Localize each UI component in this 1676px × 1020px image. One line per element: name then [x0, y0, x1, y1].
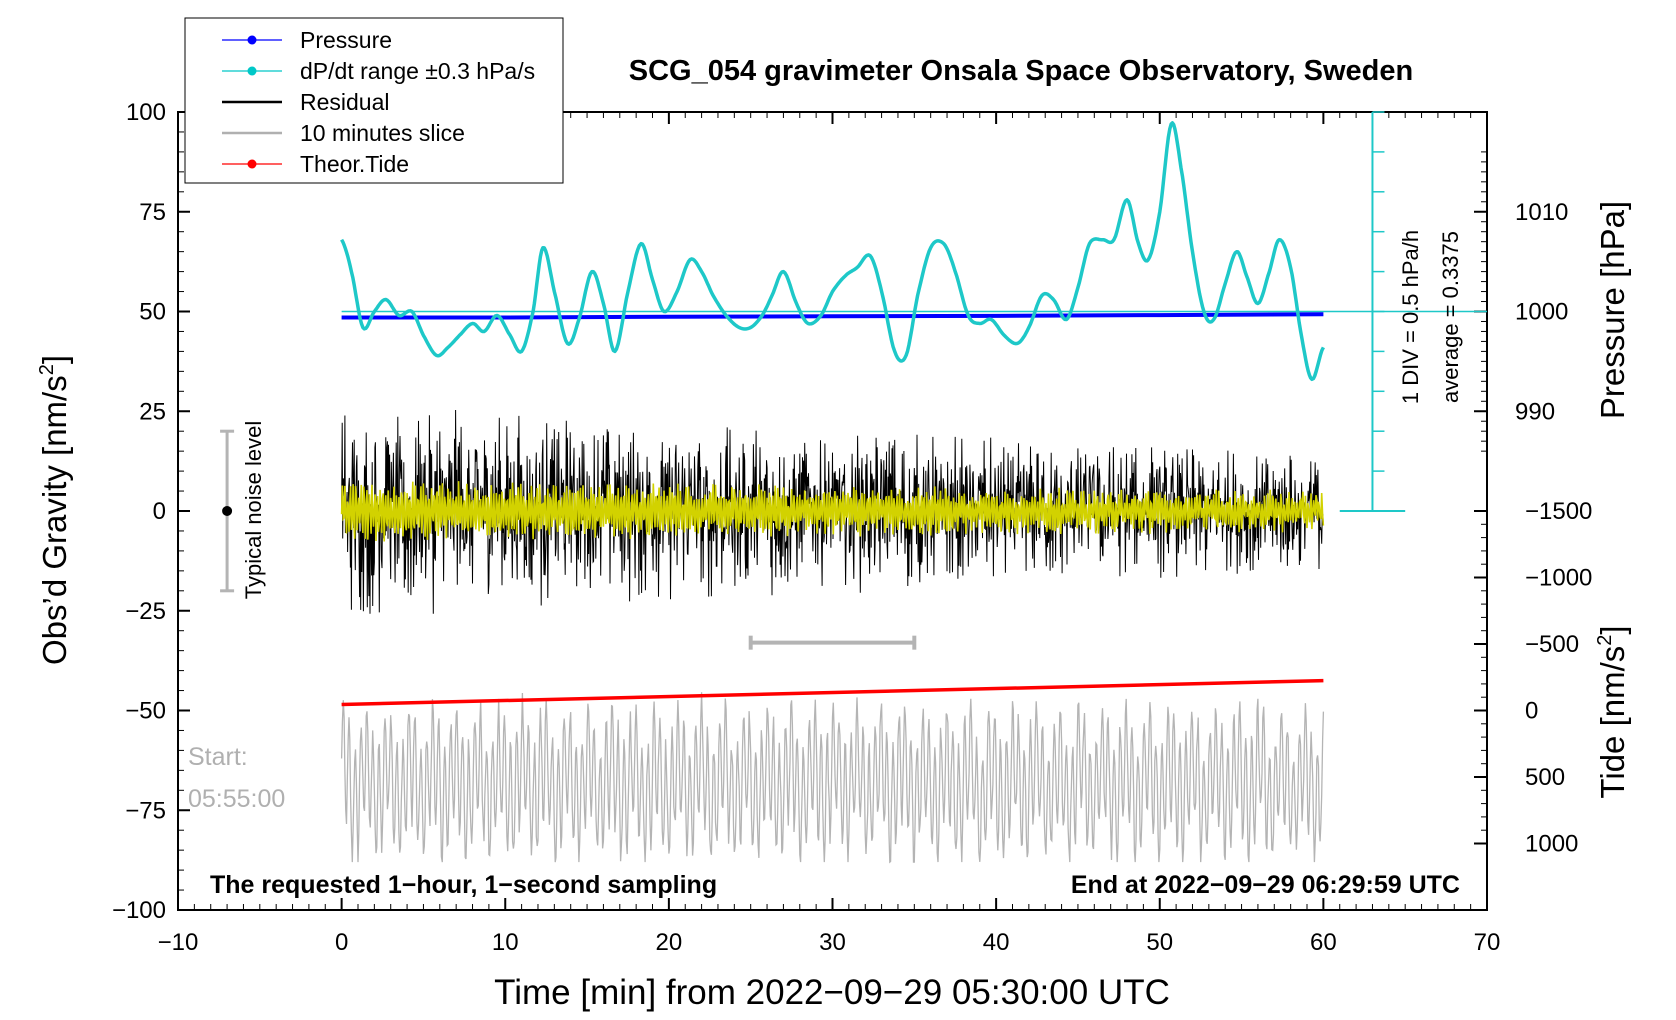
- x-tick-label: 70: [1474, 929, 1501, 956]
- y-axis-left: 100 75 50 25 0 −25 −50 −75 −100: [112, 99, 190, 924]
- pressure-tick-label: 1010: [1515, 199, 1568, 226]
- x-axis-label: Time [min] from 2022−09−29 05:30:00 UTC: [494, 973, 1170, 1012]
- legend: Pressure dP/dt range ±0.3 hPa/s Residual 10…: [184, 17, 564, 184]
- x-tick-label: 40: [983, 929, 1010, 956]
- pressure-tick-label: 1000: [1515, 299, 1568, 326]
- y-axis-left-label-sup: 2: [36, 364, 58, 375]
- x-axis: −10 0 10 20 30 40 50 60 70: [158, 112, 1501, 956]
- legend-marker: [247, 159, 257, 169]
- y-tick-label: −75: [125, 797, 166, 824]
- tide-axis: 1000 500 0 −500 −1000 −1500: [1474, 498, 1592, 858]
- tide-axis-label: Tide [nm/s2]: [1594, 625, 1631, 798]
- tide-axis-label-end: ]: [1594, 625, 1631, 634]
- start-time: 05:55:00: [188, 785, 285, 813]
- residual-line: [341, 409, 1324, 614]
- bottom-left-note: The requested 1−hour, 1−second sampling: [210, 871, 717, 899]
- legend-label: Theor.Tide: [300, 151, 409, 177]
- y-axis-left-label: Obs’d Gravity [nm/s2]: [36, 355, 73, 665]
- legend-marker: [247, 66, 257, 76]
- series-residual: [341, 409, 1324, 614]
- y-axis-left-label-end: ]: [36, 355, 73, 364]
- average-label: average = 0.3375: [1438, 231, 1463, 403]
- tide-tick-label: 0: [1525, 698, 1538, 725]
- y-tick-label: 100: [126, 99, 166, 126]
- series-dpdt: [340, 121, 1325, 382]
- legend-label: dP/dt range ±0.3 hPa/s: [300, 58, 535, 84]
- y-tick-label: 75: [139, 199, 166, 226]
- slice-bracket: [748, 635, 917, 650]
- x-tick-label: 50: [1146, 929, 1173, 956]
- series-10-minutes-slice: [340, 692, 1325, 864]
- x-tick-label: 0: [335, 929, 348, 956]
- tide-tick-label: −500: [1525, 631, 1579, 658]
- legend-label: 10 minutes slice: [300, 120, 465, 146]
- start-label: Start:: [188, 743, 248, 771]
- tide-axis-label-sup: 2: [1594, 635, 1616, 646]
- tide-tick-label: −1500: [1525, 498, 1592, 525]
- y-tick-label: 0: [153, 498, 166, 525]
- plot-area: −10 0 10 20 30 40 50 60 70 1007550250−25−50−75−1…: [112, 99, 1592, 956]
- bottom-right-note: End at 2022−09−29 06:29:59 UTC: [1071, 871, 1460, 899]
- y-tick-label: −25: [125, 598, 166, 625]
- y-tick-label: 25: [139, 398, 166, 425]
- legend-marker: [247, 35, 257, 45]
- tide-tick-label: −1000: [1525, 565, 1592, 592]
- legend-entries: Pressure dP/dt range ±0.3 hPa/s Residual 10…: [222, 27, 535, 177]
- chart-title: SCG_054 gravimeter Onsala Space Observat…: [629, 55, 1413, 87]
- div-label: 1 DIV = 0.5 hPa/h: [1398, 230, 1423, 404]
- x-tick-label: 30: [819, 929, 846, 956]
- x-tick-label: 60: [1310, 929, 1337, 956]
- tide-tick-label: 500: [1525, 764, 1565, 791]
- legend-label: Pressure: [300, 27, 392, 53]
- legend-box: [184, 17, 564, 184]
- residual-filtered-line: [340, 481, 1325, 542]
- legend-label: Residual: [300, 89, 390, 115]
- series-residual-filtered: [340, 481, 1325, 542]
- x-tick-label: −10: [158, 929, 199, 956]
- noise-center-dot: [222, 506, 233, 516]
- x-tick-label: 20: [656, 929, 683, 956]
- x-tick-label: 10: [492, 929, 519, 956]
- noise-indicator: [220, 429, 235, 593]
- gray-slice-line: [340, 692, 1325, 864]
- series-pressure: [341, 312, 1324, 320]
- y-axis-left-label-main: Obs’d Gravity [nm/s: [36, 375, 73, 665]
- series-theor-tide: [341, 678, 1324, 707]
- pressure-tick-label: 990: [1515, 398, 1555, 425]
- tide-axis-label-main: Tide [nm/s: [1594, 646, 1631, 799]
- pressure-line: [341, 312, 1324, 320]
- dpdt-line: [340, 121, 1325, 382]
- pressure-axis-label: Pressure [hPa]: [1594, 201, 1631, 419]
- y-tick-label: −100: [112, 897, 166, 924]
- noise-label: Typical noise level: [241, 421, 266, 600]
- tide-tick-label: 1000: [1525, 831, 1578, 858]
- y-tick-label: 50: [139, 299, 166, 326]
- y-tick-label: −50: [125, 698, 166, 725]
- tide-line: [341, 678, 1324, 707]
